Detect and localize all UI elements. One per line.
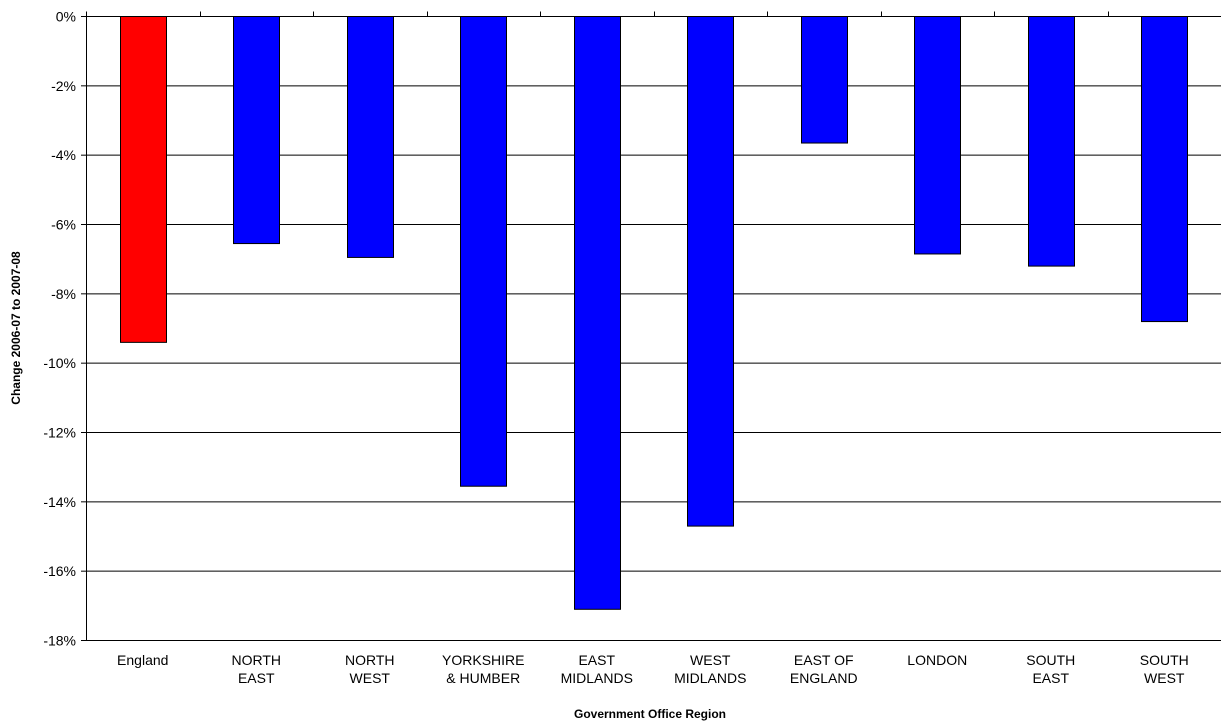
bar [347,16,394,258]
x-category-label: SOUTH WEST [1140,652,1189,686]
x-category-label: YORKSHIRE & HUMBER [442,652,524,686]
x-category-label: NORTH EAST [231,652,281,686]
bar [1028,16,1075,267]
bar [460,16,507,487]
y-tick-label: -6% [51,217,76,233]
y-tick-label: 0% [56,9,76,25]
bar [1141,16,1188,323]
x-axis-title: Government Office Region [574,707,726,721]
y-tick-label: -18% [43,633,76,649]
x-category-label: SOUTH EAST [1026,652,1075,686]
axes [81,11,1221,641]
y-tick-label: -4% [51,147,76,163]
y-tick-label: -8% [51,286,76,302]
y-tick-label: -12% [43,425,76,441]
x-category-label: England [117,652,168,668]
x-category-labels: England NORTH EAST NORTH WEST YORKSHIRE & HUMB… [117,652,1189,686]
x-category-label: EAST OF ENGLAND [790,652,858,686]
bars [120,16,1188,610]
bar [801,16,848,144]
y-tick-label: -10% [43,355,76,371]
y-tick-label: -16% [43,563,76,579]
x-category-label: EAST MIDLANDS [561,652,633,686]
x-category-label: NORTH WEST [345,652,395,686]
y-tick-label: -2% [51,78,76,94]
y-tick-labels: 0% -2% -4% -6% -8% -10% -12% -14% -16% -18% [43,9,76,649]
bar [687,16,734,527]
bar [120,16,167,343]
bar [914,16,961,255]
bar [574,16,621,610]
y-tick-label: -14% [43,494,76,510]
bar [233,16,280,245]
x-category-label: LONDON [907,652,967,668]
y-axis-title: Change 2006-07 to 2007-08 [9,251,23,405]
x-category-label: WEST MIDLANDS [674,652,746,686]
